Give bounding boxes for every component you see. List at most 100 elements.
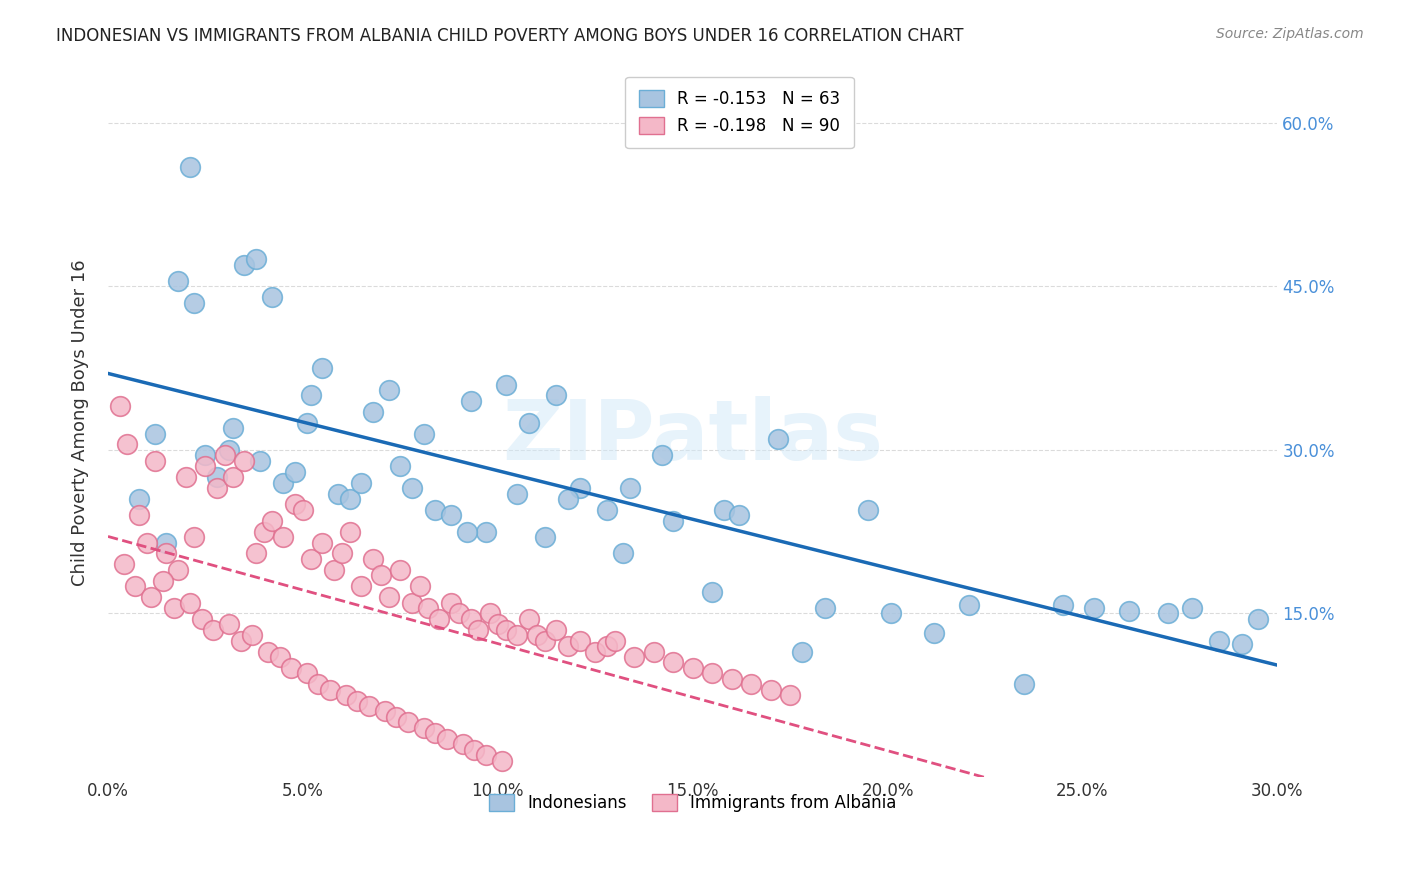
Point [284,465,307,479]
Point [412,721,434,735]
Point [603,633,626,648]
Point [662,656,685,670]
Point [155,546,177,560]
Point [128,491,150,506]
Point [335,688,357,702]
Point [183,295,205,310]
Point [245,546,267,560]
Point [233,258,256,272]
Point [326,486,349,500]
Text: Source: ZipAtlas.com: Source: ZipAtlas.com [1216,27,1364,41]
Point [546,388,568,402]
Point [720,672,742,686]
Point [112,558,135,572]
Point [401,595,423,609]
Point [619,481,641,495]
Point [222,421,245,435]
Point [323,563,346,577]
Point [179,160,201,174]
Point [650,449,672,463]
Point [167,274,190,288]
Point [190,612,212,626]
Point [596,639,619,653]
Point [612,546,634,560]
Point [139,590,162,604]
Point [291,503,314,517]
Point [1118,604,1140,618]
Point [533,530,555,544]
Point [467,623,489,637]
Point [183,530,205,544]
Point [143,426,166,441]
Point [486,617,509,632]
Point [440,508,463,523]
Point [346,693,368,707]
Point [463,742,485,756]
Point [475,747,498,762]
Point [495,377,517,392]
Point [856,503,879,517]
Point [814,601,837,615]
Point [205,481,228,495]
Point [389,459,412,474]
Point [240,628,263,642]
Point [370,568,392,582]
Point [425,503,447,517]
Point [273,475,295,490]
Point [526,628,548,642]
Point [214,449,236,463]
Point [1012,677,1035,691]
Point [479,607,502,621]
Point [713,503,735,517]
Point [596,503,619,517]
Point [269,650,291,665]
Point [1232,637,1254,651]
Point [779,688,801,702]
Point [249,454,271,468]
Point [460,612,482,626]
Point [409,579,432,593]
Point [533,633,555,648]
Point [374,705,396,719]
Point [506,486,529,500]
Point [319,682,342,697]
Point [284,497,307,511]
Y-axis label: Child Poverty Among Boys Under 16: Child Poverty Among Boys Under 16 [72,260,89,586]
Legend: Indonesians, Immigrants from Albania: Indonesians, Immigrants from Albania [475,780,910,825]
Point [167,563,190,577]
Point [401,481,423,495]
Point [959,598,981,612]
Point [308,677,330,691]
Point [728,508,751,523]
Point [557,639,579,653]
Point [451,737,474,751]
Point [136,535,159,549]
Point [412,426,434,441]
Point [295,416,318,430]
Point [517,416,540,430]
Point [152,574,174,588]
Point [128,508,150,523]
Point [155,535,177,549]
Point [311,361,333,376]
Point [385,710,408,724]
Point [280,661,302,675]
Point [253,524,276,539]
Point [557,491,579,506]
Point [623,650,645,665]
Point [759,682,782,697]
Point [218,442,240,457]
Point [377,590,399,604]
Point [218,617,240,632]
Point [222,470,245,484]
Point [174,470,197,484]
Point [1157,607,1180,621]
Point [425,726,447,740]
Point [682,661,704,675]
Point [436,731,458,746]
Point [311,535,333,549]
Point [339,491,361,506]
Point [456,524,478,539]
Point [460,393,482,408]
Text: INDONESIAN VS IMMIGRANTS FROM ALBANIA CHILD POVERTY AMONG BOYS UNDER 16 CORRELAT: INDONESIAN VS IMMIGRANTS FROM ALBANIA CH… [56,27,963,45]
